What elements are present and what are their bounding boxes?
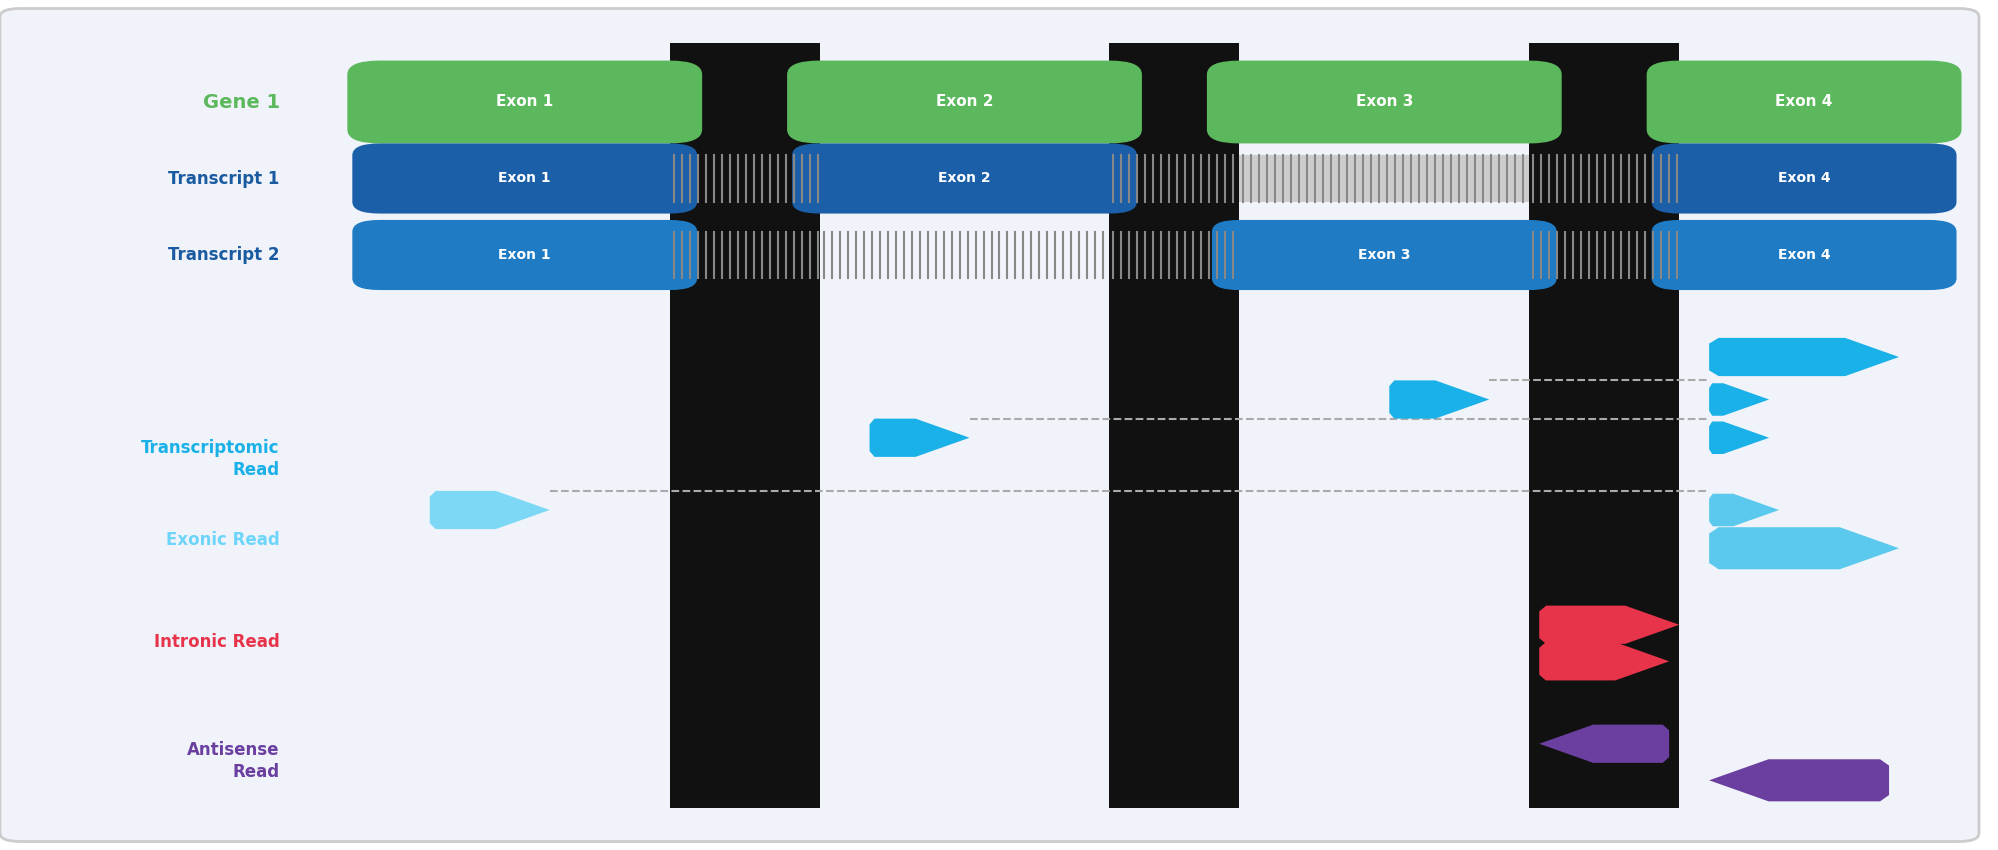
Text: Exon 4: Exon 4 [1776,172,1830,185]
Text: Exon 2: Exon 2 [935,94,993,110]
Text: Gene 1: Gene 1 [202,93,280,111]
FancyBboxPatch shape [1211,220,1556,290]
FancyBboxPatch shape [1646,60,1960,144]
Text: Transcript 2: Transcript 2 [168,246,280,264]
FancyBboxPatch shape [791,144,1137,213]
PathPatch shape [1538,643,1668,680]
Text: Exonic Read: Exonic Read [166,530,280,549]
FancyBboxPatch shape [1207,60,1560,144]
PathPatch shape [1708,494,1778,526]
PathPatch shape [1538,605,1678,644]
Text: Exon 1: Exon 1 [498,172,551,185]
FancyBboxPatch shape [0,8,1978,842]
Text: Exon 1: Exon 1 [498,248,551,262]
FancyBboxPatch shape [352,144,697,213]
Text: Exon 4: Exon 4 [1774,94,1832,110]
PathPatch shape [869,419,969,457]
Bar [1239,156,1528,202]
Bar [669,42,819,807]
Bar [1528,42,1678,807]
FancyBboxPatch shape [352,220,697,290]
Text: Exon 3: Exon 3 [1355,94,1413,110]
PathPatch shape [1708,527,1898,570]
Text: Transcript 1: Transcript 1 [168,169,280,188]
PathPatch shape [1538,724,1668,763]
PathPatch shape [1708,383,1768,416]
FancyBboxPatch shape [348,60,701,144]
PathPatch shape [1708,759,1888,802]
Text: Antisense
Read: Antisense Read [188,740,280,781]
PathPatch shape [430,490,549,529]
PathPatch shape [1389,381,1489,418]
Text: Intronic Read: Intronic Read [154,632,280,651]
FancyBboxPatch shape [1650,144,1956,213]
Text: Exon 1: Exon 1 [496,94,553,110]
FancyBboxPatch shape [1650,220,1956,290]
Text: Exon 4: Exon 4 [1776,248,1830,262]
PathPatch shape [1708,338,1898,376]
Text: Transcriptomic
Read: Transcriptomic Read [142,439,280,479]
Text: Exon 2: Exon 2 [937,172,991,185]
PathPatch shape [1708,422,1768,454]
Text: Exon 3: Exon 3 [1357,248,1411,262]
Bar [1109,42,1239,807]
FancyBboxPatch shape [787,60,1141,144]
